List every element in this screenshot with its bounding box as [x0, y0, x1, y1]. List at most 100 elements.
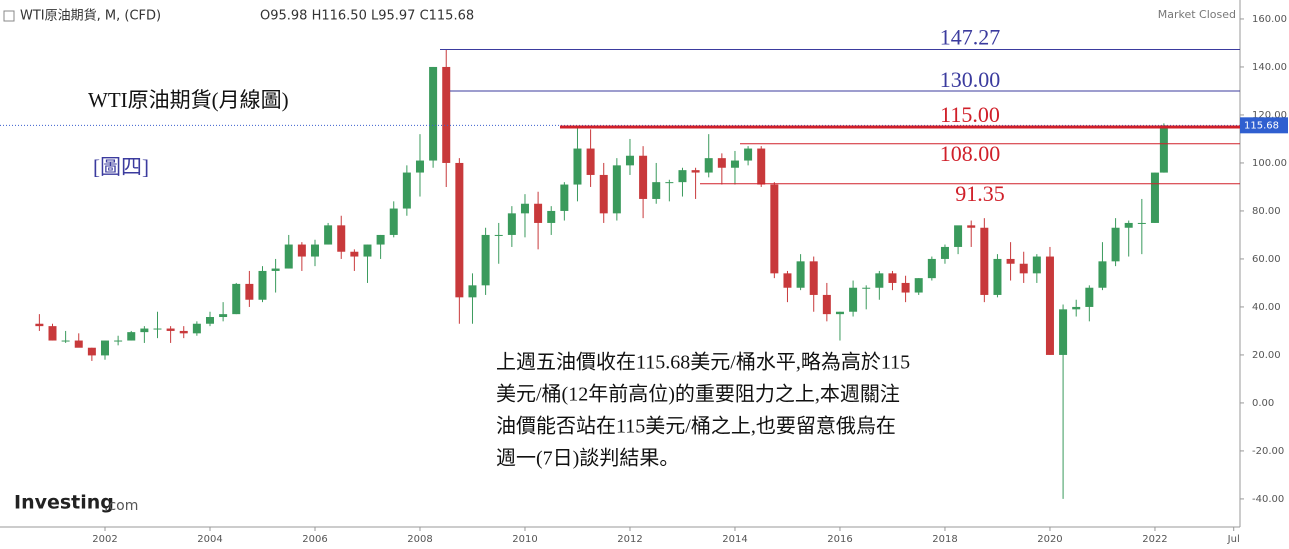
- y-tick-label: 140.00: [1252, 62, 1287, 73]
- chart-subtitle: [圖四]: [93, 155, 149, 179]
- candle-body: [179, 330, 188, 334]
- candle-body: [573, 148, 582, 185]
- candle-body: [363, 244, 372, 257]
- x-tick-label: 2006: [302, 534, 327, 545]
- candle-body: [1085, 287, 1094, 307]
- candle-body: [744, 148, 753, 161]
- candle-body: [271, 268, 280, 271]
- last-price-tag: [1240, 117, 1288, 134]
- note-line: 油價能否站在115美元/桶之上,也要留意俄烏在: [496, 415, 896, 438]
- candle-body: [297, 244, 306, 257]
- candle-body: [442, 66, 451, 163]
- candle-body: [901, 282, 910, 293]
- candle-body: [560, 184, 569, 211]
- candle-body: [783, 273, 792, 288]
- market-status: Market Closed: [1158, 8, 1236, 21]
- candle-body: [389, 208, 398, 235]
- candle-body: [822, 294, 831, 315]
- chart-title: WTI原油期貨(月線圖): [88, 88, 289, 112]
- x-tick-label: 2012: [617, 534, 642, 545]
- candle-body: [875, 273, 884, 288]
- candle-body: [1150, 172, 1159, 223]
- candle-body: [980, 227, 989, 295]
- candle-body: [337, 225, 346, 252]
- candle-body: [48, 326, 57, 341]
- candle-body: [429, 66, 438, 161]
- x-tick-label: 2010: [512, 534, 537, 545]
- y-tick-label: -40.00: [1252, 494, 1284, 505]
- candle-body: [967, 225, 976, 228]
- level-label: 91.35: [955, 181, 1005, 206]
- candle-body: [1137, 222, 1146, 224]
- candle-body: [1072, 306, 1081, 310]
- candle-body: [74, 340, 83, 348]
- x-tick-label: 2016: [827, 534, 852, 545]
- candle-body: [350, 251, 359, 257]
- candle-body: [678, 170, 687, 183]
- note-line: 週一(7日)談判結果。: [496, 447, 679, 470]
- candle-body: [639, 155, 648, 199]
- y-tick-label: 0.00: [1252, 398, 1274, 409]
- y-tick-label: 20.00: [1252, 350, 1281, 361]
- candle-body: [849, 287, 858, 312]
- candle-body: [114, 340, 123, 342]
- candle-body: [35, 323, 44, 327]
- y-tick-label: 100.00: [1252, 158, 1287, 169]
- candle-body: [402, 172, 411, 209]
- candle-body: [468, 285, 477, 298]
- ohlc: O95.98 H116.50 L95.97 C115.68: [260, 9, 474, 24]
- candle-body: [494, 234, 503, 236]
- candle-body: [507, 213, 516, 235]
- candle-body: [665, 182, 674, 184]
- candle-body: [534, 203, 543, 223]
- candle-body: [940, 246, 949, 259]
- x-tick-label: 2022: [1142, 534, 1167, 545]
- candle-body: [770, 184, 779, 274]
- last-price-label: 115.68: [1244, 120, 1279, 131]
- candle-body: [205, 317, 214, 324]
- candle-body: [993, 258, 1002, 295]
- candle-body: [415, 160, 424, 173]
- candle-body: [1098, 261, 1107, 288]
- candle-body: [730, 160, 739, 168]
- candle-body: [166, 328, 175, 331]
- candle-body: [809, 261, 818, 295]
- y-tick-label: 80.00: [1252, 206, 1281, 217]
- collapse-icon[interactable]: [3, 10, 15, 22]
- candle-body: [100, 340, 109, 356]
- candle-body: [284, 244, 293, 269]
- x-tick-label: 2020: [1037, 534, 1062, 545]
- candle-body: [625, 155, 634, 166]
- level-label: 130.00: [940, 67, 1001, 92]
- candle-body: [1019, 263, 1028, 274]
- x-tick-label: 2004: [197, 534, 222, 545]
- candle-body: [87, 347, 96, 356]
- candle-body: [1032, 256, 1041, 274]
- brand: Investing: [14, 492, 114, 514]
- candle-body: [1006, 258, 1015, 264]
- candle-body: [862, 287, 871, 289]
- note-line: 美元/桶(12年前高位)的重要阻力之上,本週關注: [496, 383, 900, 406]
- x-tick-label: 2018: [932, 534, 957, 545]
- candle-body: [481, 234, 490, 286]
- candle-body: [219, 314, 228, 318]
- candle-body: [61, 340, 70, 342]
- candle-body: [258, 270, 267, 300]
- candle-body: [704, 158, 713, 173]
- candle-body: [547, 210, 556, 223]
- y-tick-label: 160.00: [1252, 14, 1287, 25]
- candle-body: [1124, 222, 1133, 228]
- y-tick-label: -20.00: [1252, 446, 1284, 457]
- candle-body: [455, 162, 464, 298]
- x-tick-label: 2002: [92, 534, 117, 545]
- candle-body: [1045, 256, 1054, 355]
- candle-body: [954, 225, 963, 247]
- brand-suffix: .com: [104, 498, 138, 514]
- level-label: 108.00: [940, 141, 1001, 166]
- candle-body: [127, 332, 136, 341]
- candle-body: [757, 148, 766, 185]
- symbol: WTI原油期貨, M, (CFD): [20, 8, 161, 24]
- candle-body: [1159, 125, 1168, 173]
- candle-body: [1111, 227, 1120, 262]
